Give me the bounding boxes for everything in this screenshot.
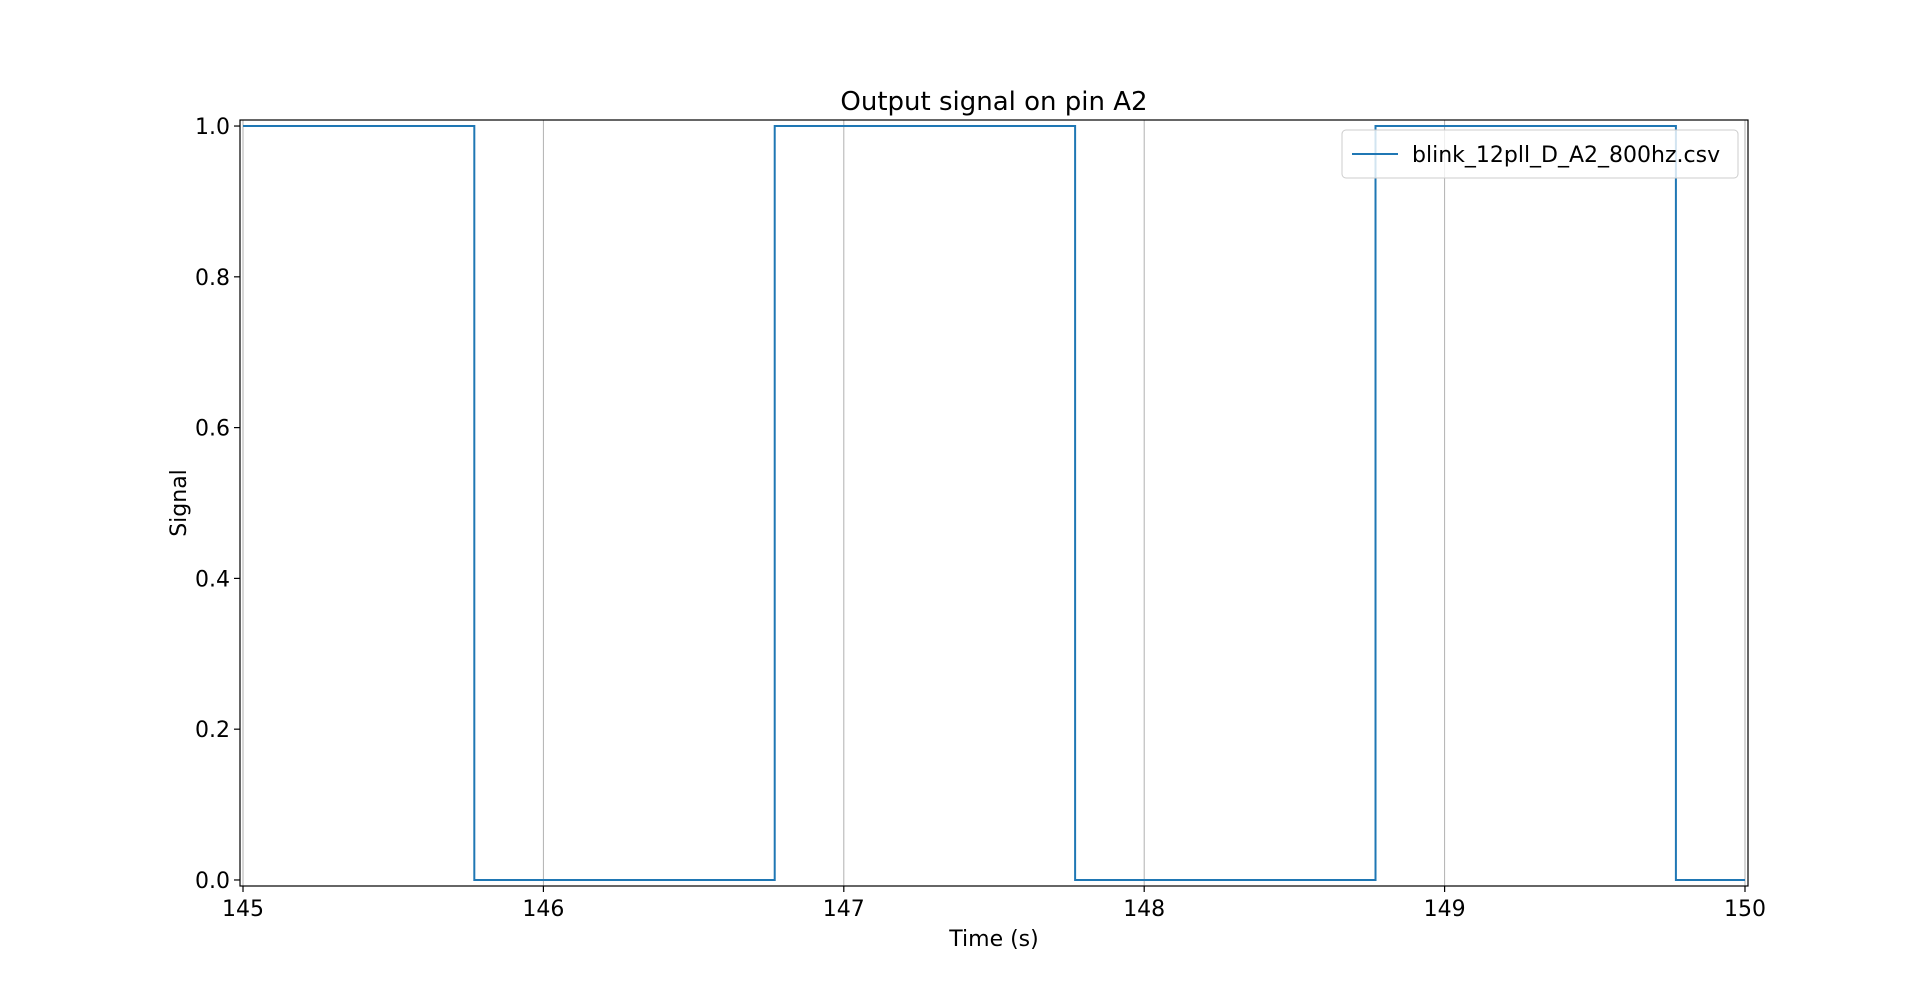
y-tick-label-2: 0.4 [195,567,230,592]
y-tick-label-4: 0.8 [195,266,230,291]
y-tick-label-0: 0.0 [195,869,230,894]
legend-label: blink_12pll_D_A2_800hz.csv [1412,143,1720,168]
axes-frame [239,119,1749,887]
y-tick-layer: 0.0 0.2 0.4 0.6 0.8 1.0 [195,115,240,894]
y-axis-title: Signal [167,469,192,537]
x-tick-label-5: 150 [1724,897,1766,922]
series-line-0 [243,125,1745,881]
x-tick-layer: 145 146 147 148 149 150 [222,886,1766,922]
x-tick-label-3: 148 [1123,897,1165,922]
y-tick-label-3: 0.6 [195,417,230,442]
chart-title: Output signal on pin A2 [840,87,1147,117]
x-tick-label-4: 149 [1424,897,1466,922]
series-layer [243,125,1745,881]
x-tick-label-0: 145 [222,897,264,922]
grid-layer [242,120,1746,886]
y-tick-label-1: 0.2 [195,718,230,743]
legend-box [1341,129,1739,179]
x-tick-label-1: 146 [522,897,564,922]
y-tick-label-5: 1.0 [195,115,230,140]
x-tick-label-2: 147 [823,897,865,922]
x-axis-title: Time (s) [948,927,1038,952]
legend: blink_12pll_D_A2_800hz.csv [1341,129,1739,179]
